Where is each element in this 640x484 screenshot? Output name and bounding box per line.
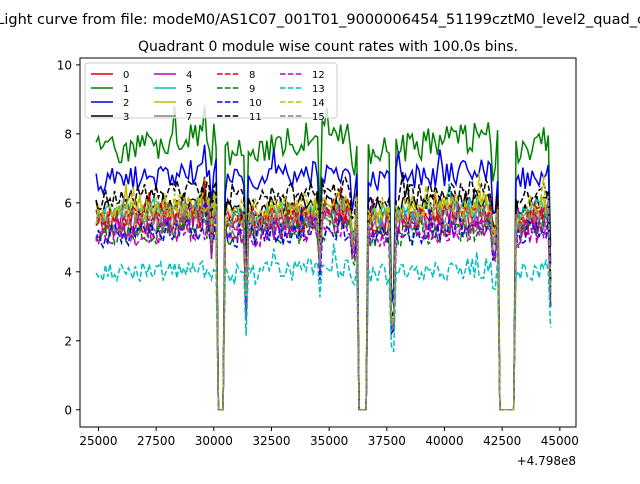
legend-box xyxy=(84,62,338,119)
legend-label-10: 10 xyxy=(249,98,262,109)
x-offset-label: +4.798e8 xyxy=(517,454,576,468)
legend-label-15: 15 xyxy=(312,112,325,123)
y-tick-label: 0 xyxy=(64,403,72,417)
legend-label-4: 4 xyxy=(186,70,192,81)
plot-frame xyxy=(79,57,577,428)
chart-suptitle: Light curve from file: modeM0/AS1C07_001… xyxy=(0,12,640,28)
y-tick-label: 4 xyxy=(64,265,72,279)
x-tick-label: 27500 xyxy=(137,434,175,448)
series-line-13 xyxy=(95,243,552,411)
x-tick-label: 32500 xyxy=(252,434,290,448)
legend-label-1: 1 xyxy=(123,84,129,95)
x-tick-label: 35000 xyxy=(310,434,348,448)
x-tick-label: 45000 xyxy=(541,434,579,448)
x-tick-label: 30000 xyxy=(195,434,233,448)
series-line-12 xyxy=(95,207,552,411)
series-line-14 xyxy=(95,172,552,411)
legend-label-7: 7 xyxy=(186,112,192,123)
chart-title: Quadrant 0 module wise count rates with … xyxy=(138,39,518,55)
legend-label-14: 14 xyxy=(312,98,325,109)
series-line-11 xyxy=(95,171,552,411)
legend-label-8: 8 xyxy=(249,70,255,81)
x-axis: 25000 27500 30000 32500 35000 37500 40000 42500… xyxy=(79,427,579,448)
legend-label-11: 11 xyxy=(249,112,262,123)
legend-label-2: 2 xyxy=(123,98,129,109)
x-tick-label: 42500 xyxy=(483,434,521,448)
x-tick-label: 40000 xyxy=(425,434,463,448)
series-layer xyxy=(95,105,552,411)
legend-label-12: 12 xyxy=(312,70,325,81)
series-line-15 xyxy=(95,195,552,411)
x-tick-label: 37500 xyxy=(368,434,406,448)
series-line-7 xyxy=(96,196,552,411)
legend-label-9: 9 xyxy=(249,84,255,95)
legend-label-13: 13 xyxy=(312,84,325,95)
y-tick-label: 10 xyxy=(57,58,72,72)
y-axis: 0 2 4 6 8 10 xyxy=(57,58,80,417)
y-tick-label: 2 xyxy=(64,334,72,348)
x-tick-label: 25000 xyxy=(79,434,117,448)
y-tick-label: 6 xyxy=(64,196,72,210)
series-line-2 xyxy=(95,144,552,411)
series-line-10 xyxy=(95,197,552,411)
legend-label-0: 0 xyxy=(123,70,129,81)
y-tick-label: 8 xyxy=(64,127,72,141)
series-line-1 xyxy=(95,105,552,411)
legend-label-3: 3 xyxy=(123,112,129,123)
series-line-8 xyxy=(95,180,552,411)
legend-label-6: 6 xyxy=(186,98,192,109)
legend-label-5: 5 xyxy=(186,84,192,95)
